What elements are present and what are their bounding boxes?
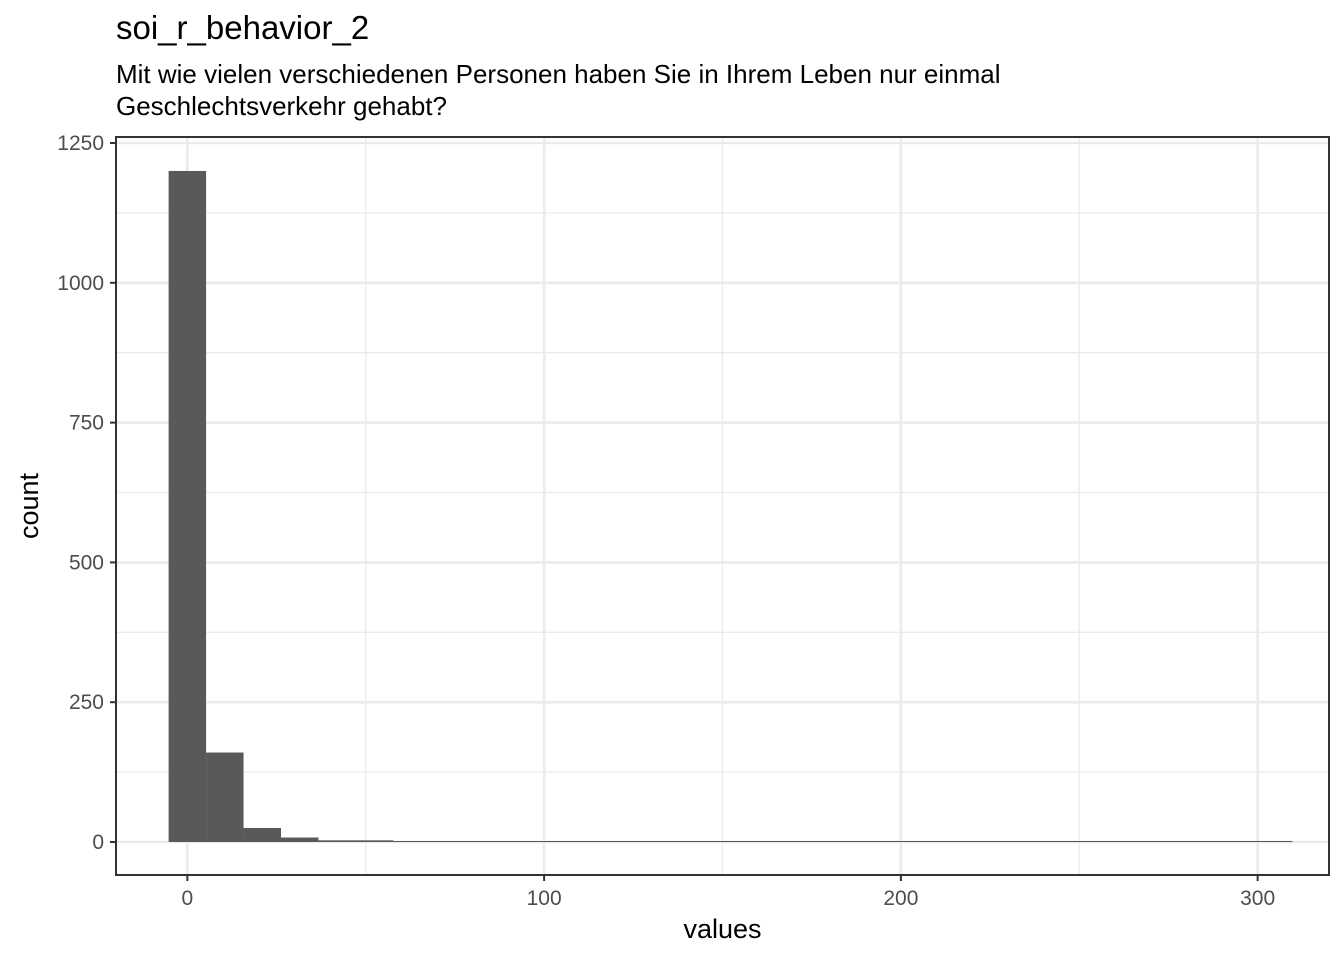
x-axis-title: values (683, 914, 761, 944)
histogram-bar (318, 840, 356, 842)
y-tick-label: 1000 (57, 272, 104, 295)
histogram-bar (1030, 841, 1068, 842)
histogram-bar (168, 170, 207, 842)
histogram-bar (805, 841, 843, 842)
x-tick-label: 200 (883, 887, 918, 910)
histogram-bar (880, 841, 918, 842)
histogram-bar (917, 841, 956, 842)
y-axis: 0 250 500 750 1000 1250 (57, 132, 116, 854)
chart-subtitle: Mit wie vielen verschiedenen Personen ha… (116, 59, 1001, 121)
histogram-bar (1254, 841, 1293, 842)
histogram-bar (281, 837, 319, 842)
histogram-bar (992, 841, 1031, 842)
histogram-bar (955, 841, 993, 842)
histogram-bar (767, 841, 806, 842)
histogram-bar (543, 841, 581, 842)
y-tick-label: 1250 (57, 132, 104, 155)
histogram-bar (693, 841, 731, 842)
histogram-bar (1067, 841, 1106, 842)
histogram-bar (842, 841, 881, 842)
y-tick-label: 0 (92, 831, 104, 854)
histogram-bar (655, 841, 694, 842)
histogram-bar (206, 752, 244, 842)
x-tick-label: 0 (182, 887, 194, 910)
panel-border (115, 136, 1330, 876)
histogram-bar (355, 840, 394, 842)
y-tick-label: 250 (69, 691, 104, 714)
chart-title: soi_r_behavior_2 (116, 9, 370, 46)
histogram-bar (505, 841, 544, 842)
y-tick-label: 500 (69, 551, 104, 574)
histogram-bar (618, 841, 656, 842)
histogram-bars (168, 170, 1293, 842)
y-tick-label: 750 (69, 412, 104, 435)
histogram-bar (1217, 841, 1255, 842)
histogram-bar (1105, 841, 1143, 842)
histogram-bar (1180, 841, 1218, 842)
minor-gridlines (116, 137, 1329, 875)
histogram-bar (243, 828, 282, 842)
x-tick-label: 100 (527, 887, 562, 910)
histogram-bar (1142, 841, 1181, 842)
histogram-bar (468, 841, 506, 842)
histogram-bar (730, 841, 768, 842)
y-axis-title: count (14, 472, 44, 539)
x-axis: 0 100 200 300 (182, 875, 1275, 910)
histogram-bar (430, 841, 469, 842)
histogram-bar (580, 841, 619, 842)
x-tick-label: 300 (1240, 887, 1275, 910)
histogram-bar (393, 841, 431, 842)
